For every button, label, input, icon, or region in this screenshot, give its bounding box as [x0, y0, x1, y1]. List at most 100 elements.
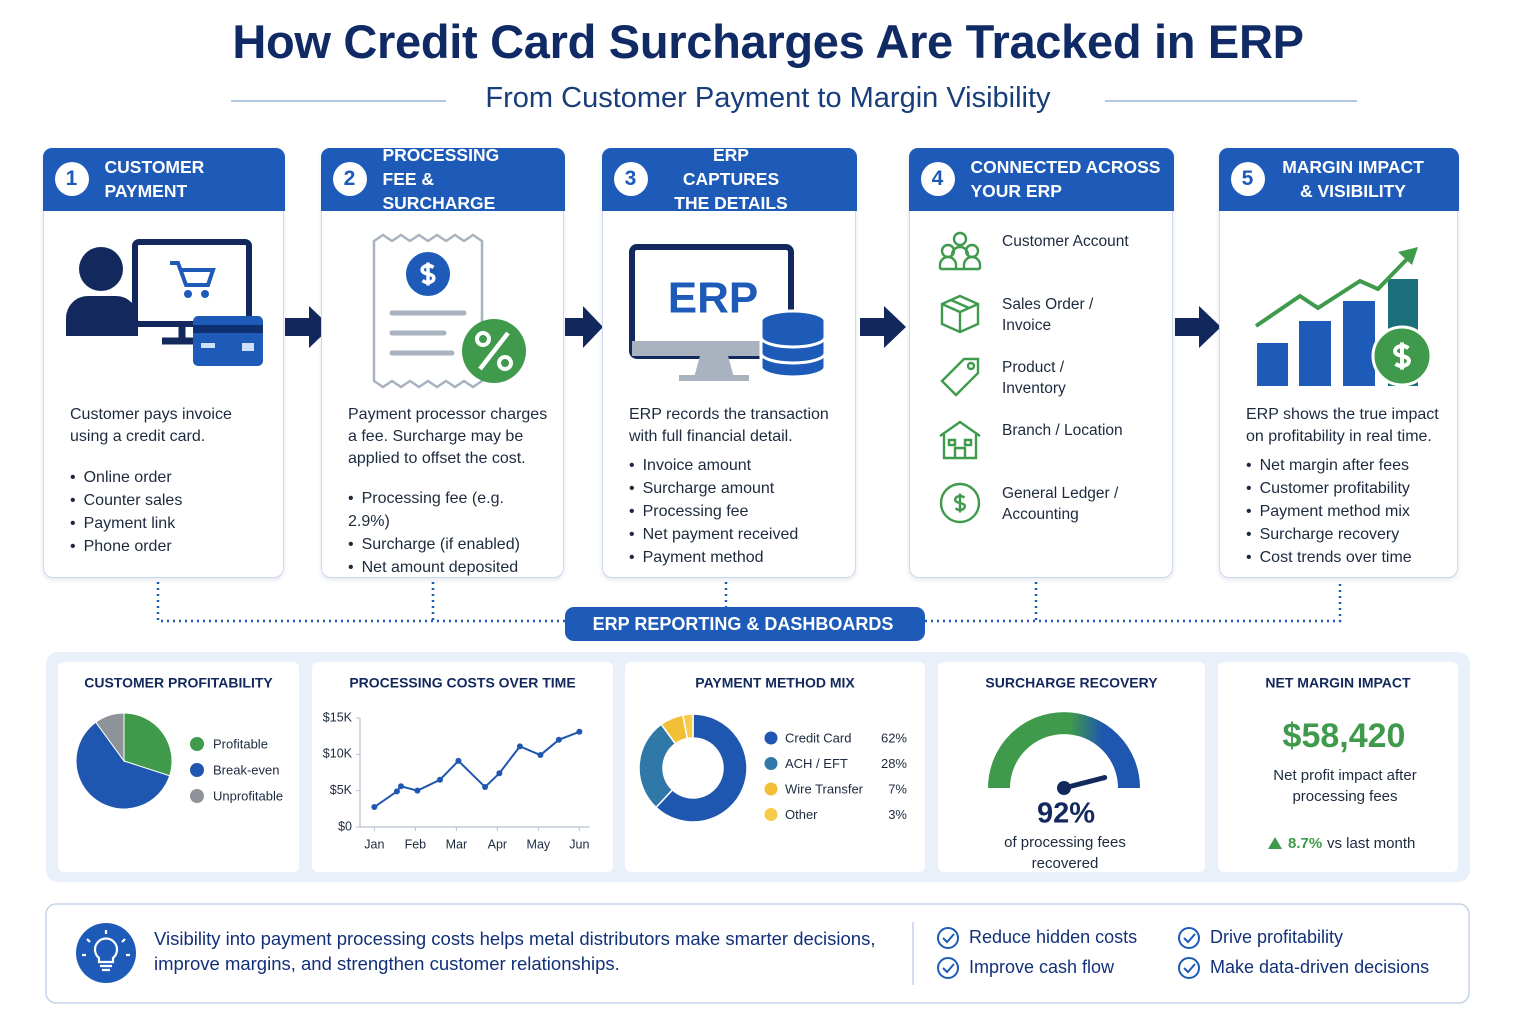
item-icon [938, 231, 982, 271]
arrow [860, 306, 906, 348]
step-description: ERP shows the true impact on profitabili… [1246, 406, 1439, 445]
y-tick-label: $5K [330, 783, 353, 797]
kpi-value: $58,420 [1283, 717, 1406, 755]
kpi-change: 8.7% [1288, 835, 1322, 852]
x-tick-label: May [527, 837, 551, 851]
bullet: Net margin after fees [1246, 454, 1443, 477]
bullet: Net amount deposited [348, 556, 549, 579]
bullet: Surcharge (if enabled) [348, 533, 549, 556]
bulb-icon [76, 923, 136, 983]
step-body: Payment processor charges a fee. Surchar… [348, 404, 549, 579]
legend-value: 7% [888, 781, 907, 796]
check-mark [1183, 933, 1196, 944]
arrow [285, 306, 331, 348]
legend-label: Wire Transfer [785, 781, 864, 796]
item-label: Branch / Location [1002, 422, 1123, 439]
icon-shape [497, 355, 513, 371]
step-header: 4 CONNECTED ACROSS YOUR ERP [908, 147, 1174, 211]
kpi-change-text: vs last month [1327, 835, 1415, 852]
step-body: Customer pays invoice using a credit car… [70, 404, 269, 558]
bullet: Customer profitability [1246, 477, 1443, 500]
bullet: Payment link [70, 512, 269, 535]
icon-shape [939, 420, 981, 460]
step-number: 3 [613, 162, 648, 196]
panel-title: SURCHARGE RECOVERY [985, 675, 1158, 691]
bullet: Payment method [629, 546, 841, 569]
icon-shape [759, 336, 827, 365]
step-title: MARGIN IMPACT & VISIBILITY [1282, 157, 1424, 201]
legend-label: ACH / EFT [785, 756, 848, 771]
bulb-rays [82, 930, 130, 957]
step-title: PROCESSING FEE & SURCHARGE [382, 145, 500, 213]
step-icon [66, 239, 263, 366]
item-label: Sales Order / Invoice [1002, 296, 1094, 334]
bullet-list: Invoice amountSurcharge amountProcessing… [629, 454, 841, 569]
icon-shape [940, 357, 980, 397]
legend-value: 28% [881, 756, 907, 771]
step-description: Customer pays invoice using a credit car… [70, 406, 232, 445]
x-tick-label: Jan [364, 837, 384, 851]
x-tick-label: Jun [569, 837, 589, 851]
icon-shape [193, 325, 263, 333]
gauge-caption: of processing fees recovered [1004, 834, 1126, 872]
step-icon [1254, 247, 1433, 387]
legend-label: Break-even [213, 762, 279, 777]
step-title: CUSTOMER PAYMENT [104, 157, 205, 201]
point [371, 804, 378, 811]
flow-arrows [285, 306, 1221, 348]
icon-shape [201, 343, 215, 348]
bullet: Cost trends over time [1246, 546, 1443, 569]
check-icon [937, 957, 959, 979]
point [436, 776, 443, 783]
step-number: 4 [920, 162, 955, 196]
bullet: Net payment received [629, 523, 841, 546]
icon-shape [193, 316, 263, 366]
icon-shape [242, 343, 254, 351]
item-label: General Ledger / Accounting [1002, 485, 1119, 523]
check-icon [937, 927, 959, 949]
bullet: Phone order [70, 535, 269, 558]
bullet: Processing fee (e.g. 2.9%) [348, 487, 549, 533]
step-header: 5 MARGIN IMPACT & VISIBILITY [1218, 147, 1459, 211]
icon-shape [632, 341, 791, 356]
legend-swatch [190, 789, 204, 803]
bullet-list: Online orderCounter salesPayment linkPho… [70, 466, 269, 558]
icon-shape [170, 261, 216, 287]
step-description: ERP records the transaction with full fi… [629, 406, 829, 445]
step-header: 2 PROCESSING FEE & SURCHARGE [320, 145, 565, 213]
icon-shape [940, 294, 980, 334]
x-tick-label: Apr [488, 837, 507, 851]
legend-swatch [764, 808, 778, 821]
legend-value: 3% [888, 807, 907, 822]
bullet: Surcharge recovery [1246, 523, 1443, 546]
icon-shape [475, 331, 491, 347]
item-icon [939, 420, 981, 460]
dashboard-card [312, 662, 613, 872]
check-icon [1178, 927, 1200, 949]
step-number: 1 [54, 162, 89, 196]
step-body: ERP records the transaction with full fi… [629, 404, 841, 569]
check-mark [942, 963, 955, 974]
pie-slice [75, 721, 171, 810]
x-tick-label: Mar [446, 837, 468, 851]
caption-box: Net profit impact after processing fees [1273, 767, 1416, 805]
icon-shape [478, 331, 510, 371]
bullet-list: Processing fee (e.g. 2.9%)Surcharge (if … [348, 487, 549, 579]
gauge-value: 92% [1037, 798, 1095, 830]
change-arrow [1268, 837, 1282, 849]
icon-shape [952, 231, 968, 247]
legend-swatch [764, 782, 778, 796]
point [555, 736, 562, 743]
bulb [93, 937, 119, 964]
icon-shape [759, 321, 827, 379]
bulb-glyph [82, 930, 130, 972]
icon-shape [201, 290, 209, 298]
step-card: 4 CONNECTED ACROSS YOUR ERP Customer Accou… [908, 147, 1174, 578]
step-title: CONNECTED ACROSS YOUR ERP [970, 157, 1161, 201]
dashboard-card [1218, 662, 1458, 872]
step-number: 2 [332, 162, 367, 196]
step-icon: ERP [629, 244, 827, 381]
icon-shape [389, 310, 467, 356]
